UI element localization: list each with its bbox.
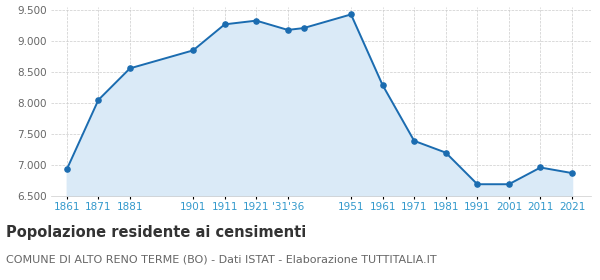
Point (346, 12, 356, 17)
Point (409, 139, 419, 143)
Point (125, 66, 135, 71)
Point (220, 22, 229, 27)
Point (567, 171, 577, 175)
Text: COMUNE DI ALTO RENO TERME (BO) - Dati ISTAT - Elaborazione TUTTITALIA.IT: COMUNE DI ALTO RENO TERME (BO) - Dati IS… (6, 255, 437, 265)
Point (188, 48, 198, 53)
Point (536, 165, 545, 170)
Point (441, 150, 451, 155)
Point (251, 18, 261, 23)
Text: Popolazione residente ai censimenti: Popolazione residente ai censimenti (6, 225, 306, 241)
Point (283, 28, 293, 32)
Point (62, 167, 71, 172)
Point (94, 98, 103, 102)
Point (299, 26, 308, 30)
Point (473, 182, 482, 186)
Point (378, 83, 388, 87)
Point (504, 182, 514, 186)
